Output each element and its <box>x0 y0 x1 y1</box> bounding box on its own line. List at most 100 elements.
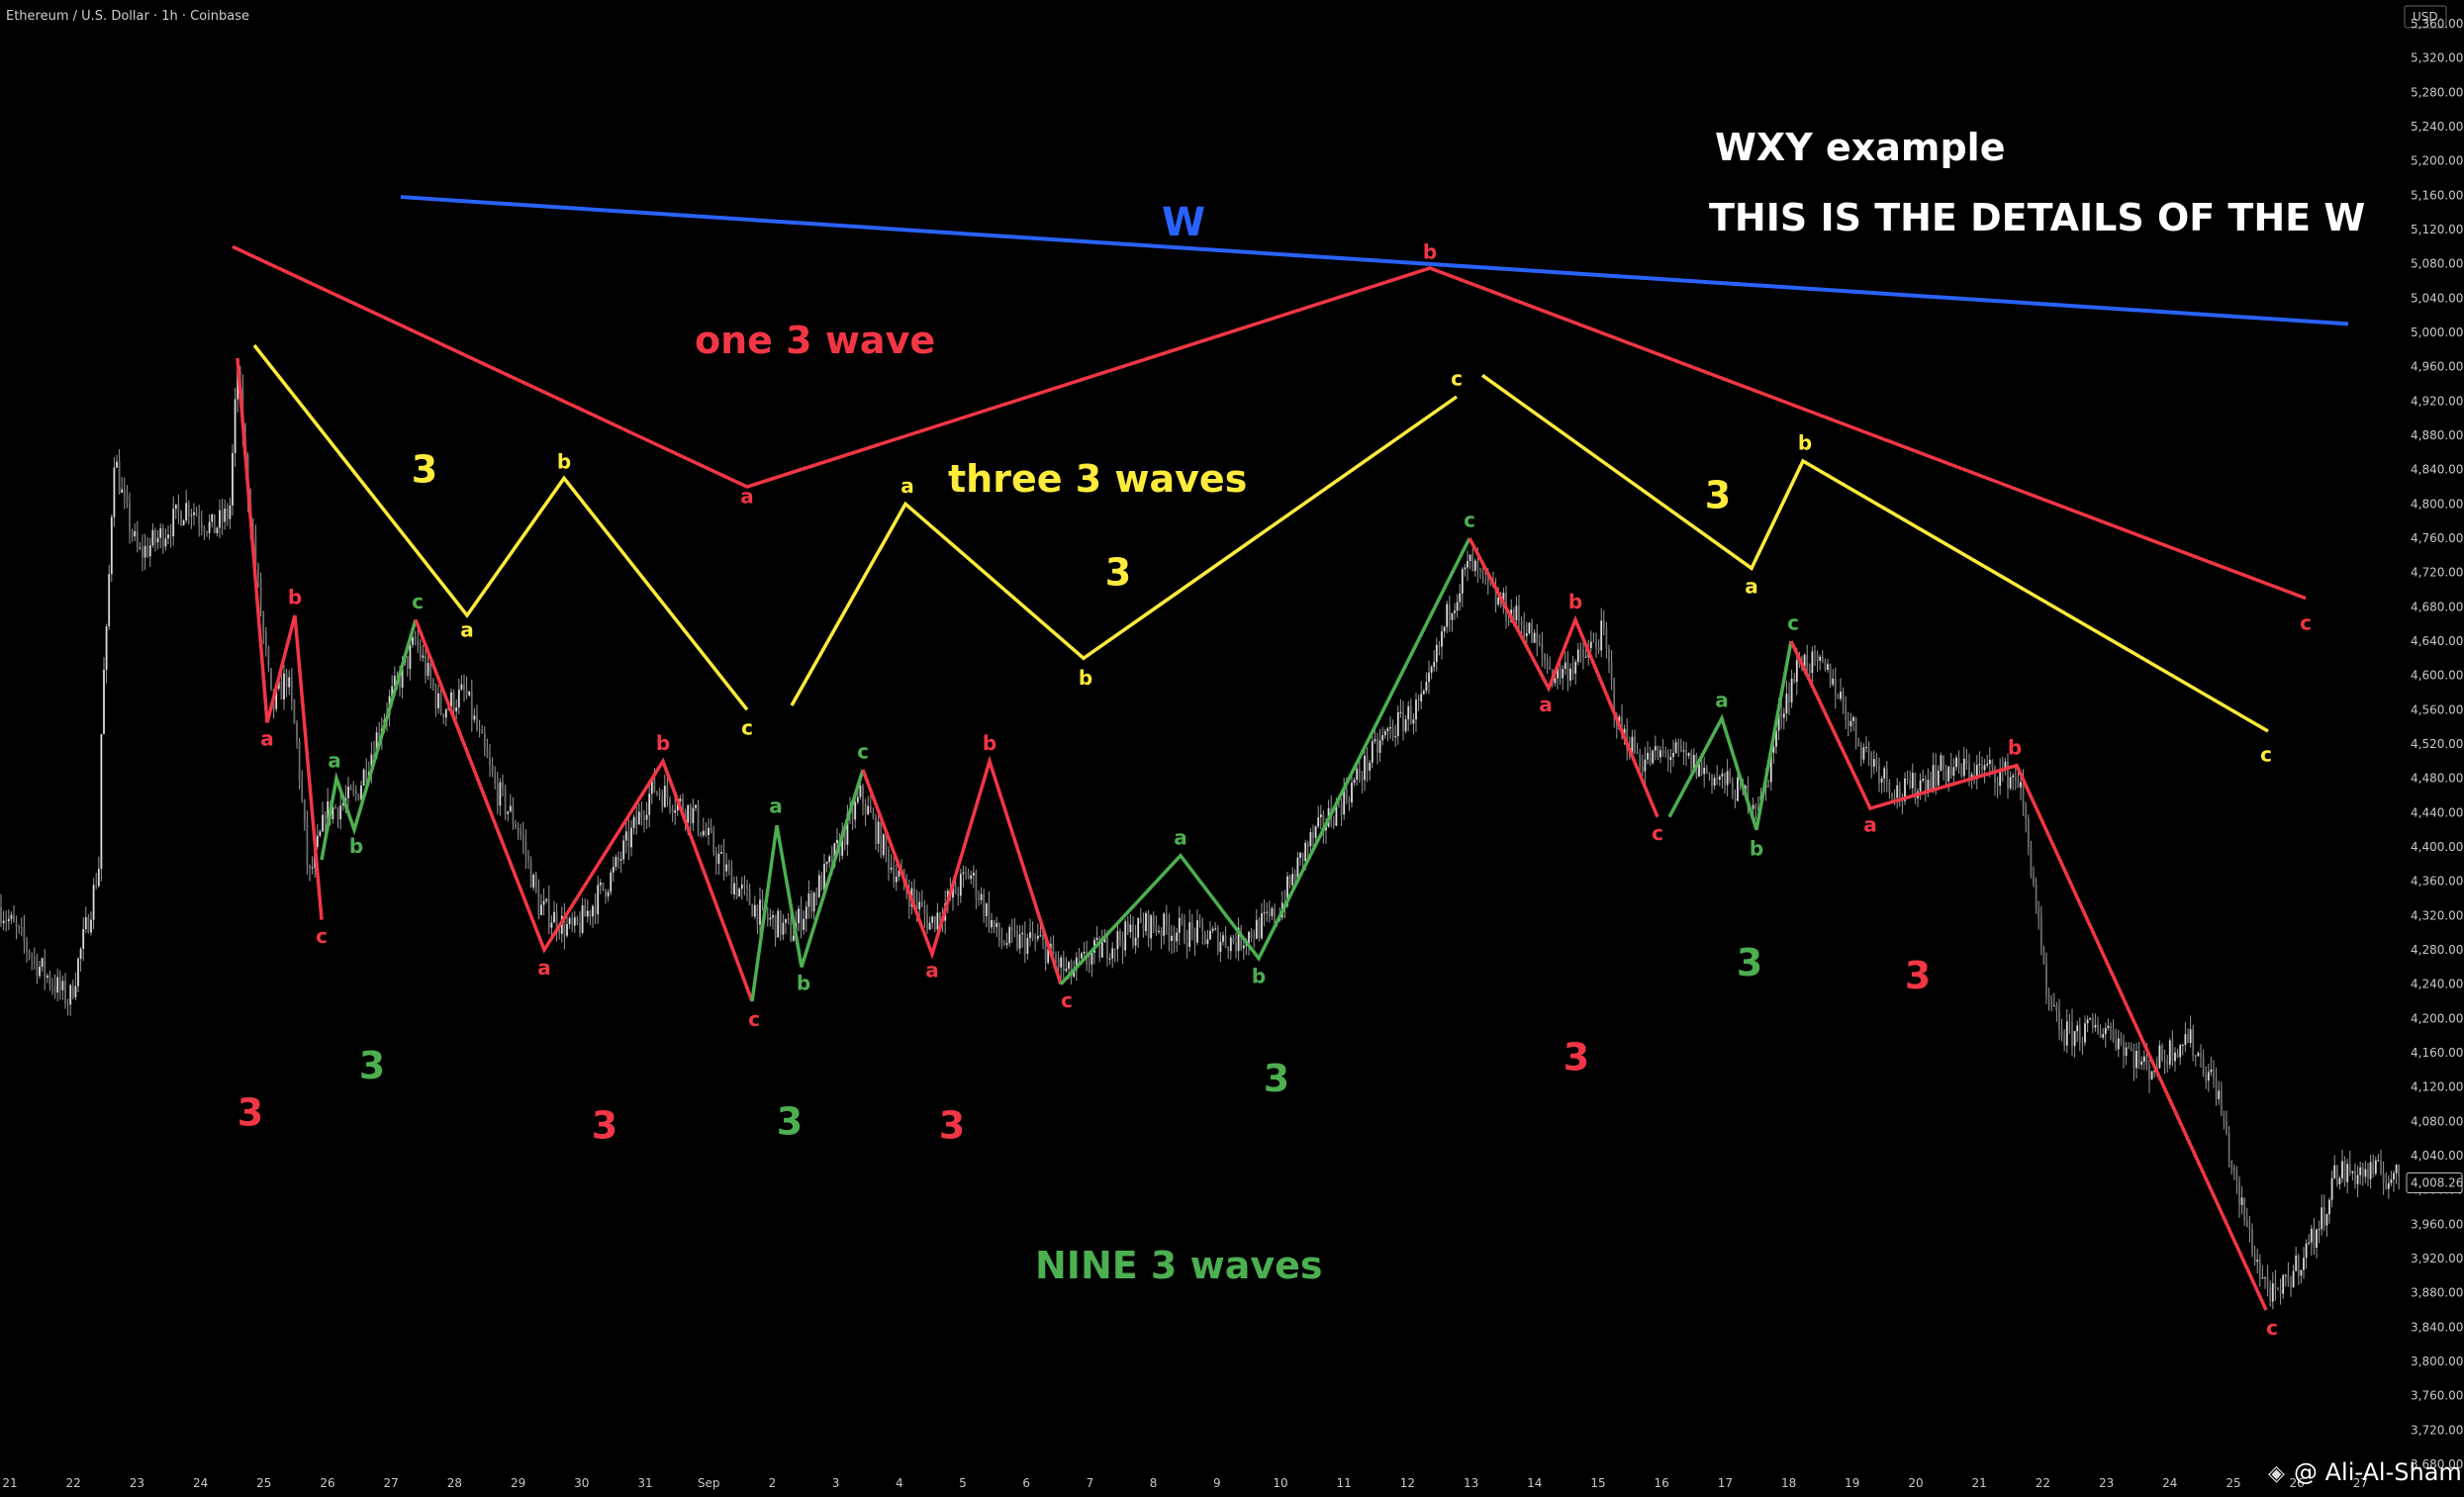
x-tick-label: 17 <box>1718 1476 1733 1490</box>
y-tick-label: 5,160.00 <box>2411 188 2463 202</box>
y-tick-label: 5,200.00 <box>2411 154 2463 168</box>
candle-body <box>1286 876 1288 906</box>
candle-body <box>1549 667 1552 670</box>
candle-body <box>1806 654 1809 671</box>
candle-body <box>512 805 515 824</box>
y-tick-label: 4,160.00 <box>2411 1046 2463 1060</box>
candle-body <box>1911 773 1914 789</box>
price-axis[interactable]: USD 5,360.00 5,320.00 5,280.00 5,240.00 5,20… <box>2401 0 2464 1497</box>
candle-body <box>1562 669 1564 679</box>
candle-body <box>254 536 257 567</box>
candle-body <box>2145 1056 2148 1066</box>
candle-body <box>1036 935 1039 939</box>
time-axis[interactable]: 21 22 23 24 25 26 27 28 29 30 31 Sep 2 3 4 5 6 7 8 9 10 11 12 1… <box>2 1476 2368 1490</box>
candle-body <box>576 917 579 923</box>
candle-body <box>1944 769 1947 782</box>
candle-body <box>2218 1090 2221 1099</box>
wave-point-label: a <box>460 618 474 642</box>
x-tick-label: 25 <box>256 1476 271 1490</box>
candle-body <box>1878 765 1880 783</box>
candle-body <box>2390 1179 2393 1183</box>
candle-body <box>2202 1057 2205 1076</box>
candle-body <box>2004 761 2007 769</box>
candle-body <box>573 917 576 926</box>
wave-count-3: 3 <box>237 1091 263 1135</box>
candle-body <box>2104 1027 2107 1035</box>
candle-body <box>798 908 800 924</box>
x-tick-label: 8 <box>1150 1476 1158 1490</box>
green-wave-line <box>320 618 418 861</box>
candle-body <box>1306 842 1309 847</box>
candle-body <box>1932 765 1935 790</box>
candle-body <box>1489 582 1492 585</box>
candle-body <box>159 527 162 538</box>
currency-badge[interactable] <box>2404 5 2447 29</box>
candle-body <box>1664 751 1667 754</box>
candle-body <box>116 461 118 468</box>
candle-body <box>1044 940 1047 964</box>
candle-body <box>2372 1162 2375 1174</box>
candle-body <box>558 931 561 934</box>
candle-body <box>2343 1161 2346 1182</box>
candle-body <box>1348 798 1351 802</box>
candle-body <box>1158 930 1160 932</box>
candle-body <box>1461 569 1464 594</box>
candle-body <box>2137 1051 2140 1066</box>
candle-body <box>1834 678 1837 697</box>
candle-body <box>1937 770 1940 786</box>
x-tick-label: 27 <box>384 1476 399 1490</box>
candle-body <box>1196 920 1198 943</box>
candle-body <box>1571 668 1574 674</box>
candle-body <box>1970 774 1973 779</box>
candle-body <box>1528 622 1531 634</box>
candle-body <box>2210 1070 2213 1073</box>
candle-body <box>630 827 632 848</box>
candle-body <box>306 821 309 866</box>
candle-body <box>2112 1029 2115 1042</box>
candle-body <box>872 812 875 817</box>
candle-body <box>2330 1177 2333 1200</box>
candle-body <box>1518 606 1520 622</box>
candle-body <box>1147 912 1150 939</box>
candle-body <box>1391 726 1394 737</box>
candle-body <box>18 926 21 928</box>
candle-body <box>740 885 743 889</box>
x-tick-label: 25 <box>2226 1476 2240 1490</box>
candle-body <box>336 807 339 820</box>
candle-body <box>597 885 600 915</box>
candle-body <box>2243 1197 2246 1221</box>
candle-body <box>129 502 131 532</box>
candle-body <box>1898 785 1901 800</box>
green-wave-line <box>750 769 865 1002</box>
candle-body <box>301 781 304 800</box>
candle-body <box>431 680 434 689</box>
candle-body <box>399 677 401 688</box>
x-tick-label: 26 <box>2290 1476 2305 1490</box>
candle-body <box>406 656 409 669</box>
candle-body <box>705 830 708 836</box>
candle-body <box>738 889 741 897</box>
y-tick-label: 3,760.00 <box>2411 1389 2463 1403</box>
candle-body <box>270 668 272 690</box>
x-tick-label: 23 <box>2099 1476 2114 1490</box>
candle-body <box>2110 1025 2112 1030</box>
candle-body <box>234 399 237 453</box>
candle-body <box>1687 753 1690 756</box>
candle-body <box>1824 661 1827 671</box>
candle-body <box>748 889 751 905</box>
candle-body <box>1456 602 1459 611</box>
y-tick-label: 4,560.00 <box>2411 702 2463 716</box>
candle-body <box>489 757 491 766</box>
candle-body <box>2140 1061 2143 1066</box>
candle-body <box>1353 780 1356 784</box>
candle-body <box>100 733 103 870</box>
candle-body <box>1435 644 1438 662</box>
three-3-waves-label: three 3 waves <box>948 457 1247 501</box>
candle-body <box>224 509 227 522</box>
candle-body <box>841 831 844 856</box>
candle-body <box>1412 719 1415 724</box>
candle-body <box>2081 1042 2084 1044</box>
candle-body <box>1574 661 1577 674</box>
candle-body <box>730 868 733 894</box>
